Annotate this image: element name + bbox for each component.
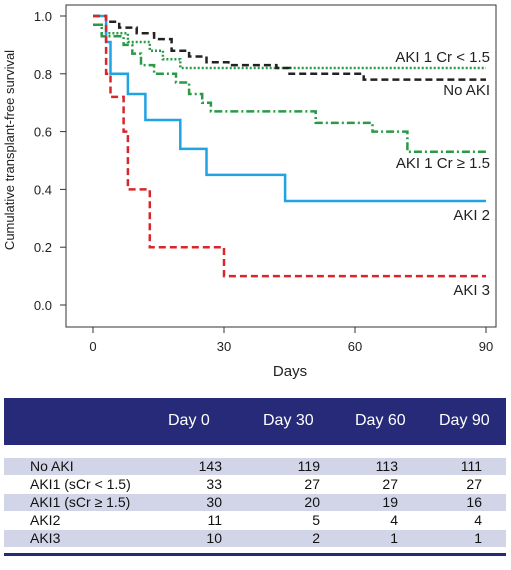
series-label: AKI 1 Cr < 1.5 (395, 49, 490, 66)
row-value: 113 (375, 458, 398, 474)
series-line-4 (93, 14, 486, 278)
chart-annotations: AKI 1 Cr < 1.5 No AKI AKI 1 Cr ≥ 1.5 AKI 2 A… (395, 49, 490, 299)
row-value: 11 (207, 512, 222, 528)
series-line-2 (93, 23, 486, 154)
header-day0: Day 0 (168, 412, 210, 429)
row-value: 4 (474, 512, 482, 528)
survival-chart: 0.0 0.2 0.4 0.6 0.8 1.0 0 30 60 90 AKI 1 Cr < 1.5… (2, 4, 497, 380)
row-label: No AKI (30, 458, 74, 474)
row-value: 27 (466, 476, 482, 492)
header-day90: Day 90 (439, 412, 490, 429)
y-tick-label: 0.0 (34, 298, 52, 313)
row-value: 16 (466, 494, 482, 510)
header-day30: Day 30 (263, 412, 314, 429)
row-value: 19 (382, 494, 398, 510)
row-value: 1 (390, 530, 398, 546)
series-label: AKI 1 Cr ≥ 1.5 (396, 155, 490, 172)
chart-series (93, 14, 486, 278)
row-value: 27 (304, 476, 320, 492)
table-row: No AKI 143 119 113 111 (4, 457, 506, 475)
row-value: 20 (304, 494, 320, 510)
table-body: No AKI 143 119 113 111 AKI1 (sCr < 1.5) 33 27 27… (4, 457, 506, 547)
chart-axes: 0.0 0.2 0.4 0.6 0.8 1.0 0 30 60 90 (34, 4, 497, 354)
row-value: 143 (198, 458, 222, 474)
x-tick-label: 90 (479, 339, 493, 354)
y-tick-label: 0.4 (34, 182, 52, 197)
y-tick-label: 0.8 (34, 67, 52, 82)
table-row: AKI1 (sCr ≥ 1.5) 30 20 19 16 (4, 493, 506, 511)
header-day60: Day 60 (355, 412, 406, 429)
row-label: AKI1 (sCr ≥ 1.5) (30, 494, 131, 510)
row-value: 1 (474, 530, 482, 546)
plot-frame (65, 4, 497, 328)
row-value: 111 (460, 458, 482, 474)
y-axis-label: Cumulative transplant-free survival (2, 50, 17, 250)
row-value: 33 (206, 476, 222, 492)
row-label: AKI2 (30, 512, 61, 528)
y-tick-label: 0.6 (34, 125, 52, 140)
y-tick-label: 1.0 (34, 9, 52, 24)
series-line-0 (93, 14, 486, 81)
table-header: Day 0 Day 30 Day 60 Day 90 (4, 398, 506, 445)
series-line-3 (93, 14, 486, 203)
row-value: 5 (312, 512, 320, 528)
row-label: AKI3 (30, 530, 61, 546)
row-label: AKI1 (sCr < 1.5) (30, 476, 131, 492)
x-tick-label: 0 (89, 339, 96, 354)
series-label: AKI 2 (453, 207, 490, 224)
row-value: 10 (206, 530, 222, 546)
table-row: AKI1 (sCr < 1.5) 33 27 27 27 (4, 475, 506, 493)
table-bottom-rule (4, 553, 506, 556)
row-value: 119 (297, 458, 320, 474)
x-tick-label: 30 (217, 339, 231, 354)
row-value: 30 (206, 494, 222, 510)
row-value: 27 (382, 476, 398, 492)
row-value: 4 (390, 512, 398, 528)
y-tick-label: 0.2 (34, 240, 52, 255)
row-value: 2 (312, 530, 320, 546)
x-axis-label: Days (273, 363, 307, 380)
series-label: No AKI (443, 82, 490, 99)
table-row: AKI2 11 5 4 4 (4, 511, 506, 529)
series-label: AKI 3 (453, 282, 490, 299)
table-row: AKI3 10 2 1 1 (4, 529, 506, 547)
x-tick-label: 60 (348, 339, 362, 354)
at-risk-table: Day 0 Day 30 Day 60 Day 90 No AKI 143 119 1… (4, 398, 506, 556)
